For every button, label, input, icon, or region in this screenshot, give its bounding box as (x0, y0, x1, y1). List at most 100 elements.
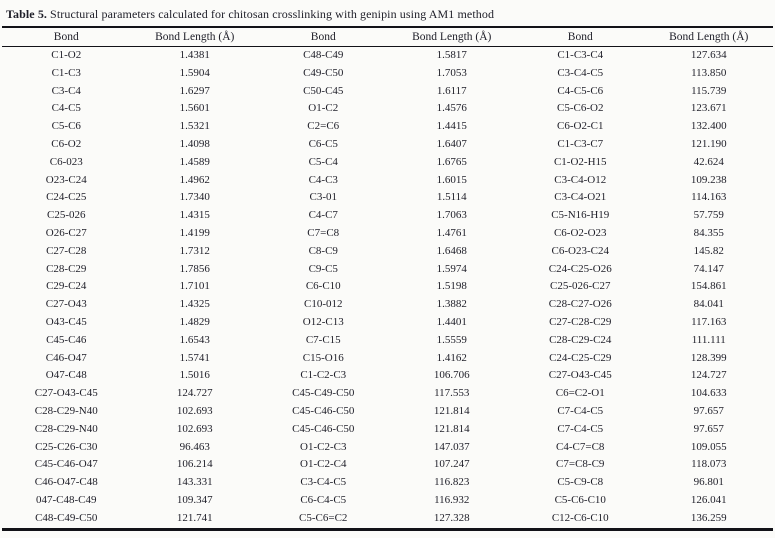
bond-cell: C5-N16-H19 (551, 209, 610, 222)
bond-length-cell: 1.5904 (179, 66, 210, 79)
table-row: C1-C3 1.5904 C49-C50 1.7053 C3-C4-C5 113.850 (2, 65, 773, 83)
bond-length-cell: 102.693 (176, 422, 213, 435)
bond-cell: C27-O43-C45 (548, 369, 612, 382)
table-row: C45-C46-O47 106.214 O1-C2-C4 107.247 C7=C8-C… (2, 456, 773, 474)
table-row: C27-O43-C45 124.727 C45-C49-C50 117.553 C6=C… (2, 385, 773, 403)
bond-cell: C50-C45 (303, 84, 344, 97)
bond-length-cell: 1.6407 (436, 137, 467, 150)
bond-length-cell: 114.163 (691, 191, 727, 204)
bond-length-cell: 127.328 (433, 511, 470, 524)
bond-cell: C48-C49-C50 (35, 511, 98, 524)
bond-cell: C10-012 (304, 298, 343, 311)
column-header: Bond Length (Å) (412, 31, 492, 43)
bond-cell: C4-C7=C8 (556, 440, 605, 453)
bond-cell: C28-C27-O26 (548, 298, 612, 311)
bond-length-cell: 1.4761 (436, 226, 467, 239)
bond-cell: C25-026-C27 (550, 280, 611, 293)
table-row: C28-C29-N40 102.693 C45-C46-C50 121.814 C7-C… (2, 403, 773, 421)
table-row: O23-C24 1.4962 C4-C3 1.6015 C3-C4-O12 109.238 (2, 172, 773, 190)
bond-length-cell: 1.4829 (179, 315, 210, 328)
bond-cell: C6-O2-C1 (557, 120, 604, 133)
bond-length-cell: 117.163 (691, 315, 727, 328)
bond-length-cell: 1.7856 (179, 262, 210, 275)
bond-cell: C5-C6=C2 (299, 511, 348, 524)
bond-cell: C6-023 (49, 155, 83, 168)
bond-cell: C2=C6 (307, 120, 340, 133)
bond-cell: O1-C2-C3 (300, 440, 347, 453)
bond-cell: O23-C24 (45, 173, 87, 186)
bond-cell: C27-C28-C29 (549, 315, 612, 328)
table-header-row: Bond Bond Length (Å) Bond Bond Length (Å) Bo… (2, 27, 773, 47)
bond-length-cell: 1.5016 (179, 369, 210, 382)
column-header: Bond Length (Å) (155, 31, 235, 43)
table-row: C45-C46 1.6543 C7-C15 1.5559 C28-C29-C24 111.… (2, 332, 773, 350)
table-row: C25-C26-C30 96.463 O1-C2-C3 147.037 C4-C7=C8… (2, 439, 773, 457)
table-row: C46-O47 1.5741 C15-O16 1.4162 C24-C25-C29 128… (2, 350, 773, 368)
bond-length-cell: 115.739 (691, 84, 727, 97)
bond-cell: C45-C49-C50 (292, 387, 355, 400)
bond-length-cell: 1.4098 (179, 137, 210, 150)
bond-length-cell: 1.5198 (436, 280, 467, 293)
bond-cell: C1-C3 (51, 66, 81, 79)
bond-cell: O12-C13 (302, 315, 344, 328)
bond-cell: C7-C4-C5 (557, 422, 604, 435)
bond-cell: C12-C6-C10 (551, 511, 609, 524)
bond-length-cell: 1.4576 (436, 102, 467, 115)
bond-cell: O47-C48 (45, 369, 87, 382)
table-row: O43-C45 1.4829 O12-C13 1.4401 C27-C28-C29 117… (2, 314, 773, 332)
bond-cell: C45-C46-C50 (292, 422, 355, 435)
bond-length-cell: 132.400 (690, 120, 727, 133)
bond-length-cell: 124.727 (690, 369, 727, 382)
bond-length-cell: 121.814 (433, 422, 470, 435)
bond-length-cell: 1.6117 (436, 84, 467, 97)
bond-cell: C4-C7 (308, 209, 338, 222)
bond-length-cell: 1.5741 (179, 351, 210, 364)
bond-cell: C25-C26-C30 (35, 440, 98, 453)
bond-length-cell: 1.4162 (436, 351, 467, 364)
table-row: 047-C48-C49 109.347 C6-C4-C5 116.932 C5-C6-C… (2, 492, 773, 510)
bond-cell: C1-C3-C4 (557, 49, 604, 61)
bond-length-cell: 104.633 (690, 387, 727, 400)
bond-cell: C3-C4-O21 (554, 191, 607, 204)
bond-length-cell: 124.727 (176, 387, 213, 400)
bond-cell: C6-C5 (308, 137, 338, 150)
bond-length-cell: 1.7101 (179, 280, 210, 293)
bond-length-cell: 109.238 (690, 173, 727, 186)
table-row: C28-C29-N40 102.693 C45-C46-C50 121.814 C7-C… (2, 421, 773, 439)
bond-length-cell: 121.741 (176, 511, 213, 524)
table-row: C4-C5 1.5601 O1-C2 1.4576 C5-C6-O2 123.671 (2, 100, 773, 118)
table-row: C25-026 1.4315 C4-C7 1.7063 C5-N16-H19 57.759 (2, 207, 773, 225)
bond-length-cell: 97.657 (693, 404, 724, 417)
bond-length-cell: 118.073 (691, 458, 727, 471)
bond-cell: O43-C45 (45, 315, 87, 328)
table-row: C28-C29 1.7856 C9-C5 1.5974 C24-C25-O26 74.14… (2, 261, 773, 279)
bond-cell: O26-C27 (45, 226, 87, 239)
bond-length-cell: 116.932 (434, 493, 470, 506)
bond-cell: C1-O2-H15 (553, 155, 607, 168)
bond-length-cell: 116.823 (434, 476, 470, 489)
bond-length-cell: 1.7340 (179, 191, 210, 204)
table-row: C24-C25 1.7340 C3-01 1.5114 C3-C4-O21 114.163 (2, 189, 773, 207)
bond-cell: C8-C9 (308, 244, 338, 257)
bond-length-cell: 1.6468 (436, 244, 467, 257)
bond-length-cell: 154.861 (690, 280, 727, 293)
bond-length-cell: 113.850 (691, 66, 727, 79)
bond-length-cell: 1.4325 (179, 298, 210, 311)
table-row: C5-C6 1.5321 C2=C6 1.4415 C6-O2-C1 132.400 (2, 118, 773, 136)
bond-length-cell: 143.331 (176, 476, 213, 489)
table-row: C3-C4 1.6297 C50-C45 1.6117 C4-C5-C6 115.739 (2, 83, 773, 101)
bond-length-cell: 127.634 (690, 49, 727, 61)
bond-cell: C5-C9-C8 (557, 476, 604, 489)
bond-length-cell: 1.4589 (179, 155, 210, 168)
bond-cell: C6-C4-C5 (300, 493, 347, 506)
bond-cell: C28-C29-N40 (34, 422, 98, 435)
bond-cell: C1-C3-C7 (557, 137, 604, 150)
table-caption: Table 5. Structural parameters calculated… (0, 0, 775, 21)
bond-length-cell: 147.037 (433, 440, 470, 453)
bond-cell: C49-C50 (303, 66, 344, 79)
bond-cell: C5-C6-C10 (554, 493, 606, 506)
bond-cell: C45-C46-O47 (34, 458, 98, 471)
table-head: Bond Bond Length (Å) Bond Bond Length (Å) Bo… (2, 27, 773, 47)
bond-length-cell: 109.347 (176, 493, 213, 506)
bond-length-cell: 96.463 (179, 440, 210, 453)
